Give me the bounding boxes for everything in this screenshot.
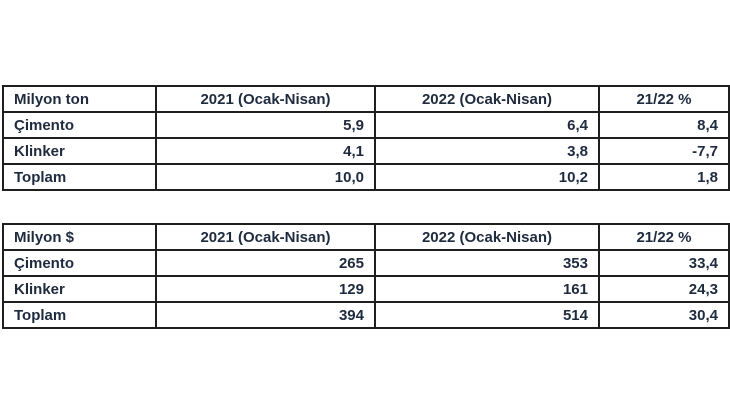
value-cell: 514 — [374, 301, 600, 329]
value-cell: 161 — [374, 275, 600, 303]
usd-unit-header: Milyon $ — [2, 223, 157, 251]
value-cell: 394 — [155, 301, 376, 329]
tons-unit-header: Milyon ton — [2, 85, 157, 113]
value-cell: 10,2 — [374, 163, 600, 191]
value-cell: 30,4 — [598, 301, 730, 329]
value-cell: 6,4 — [374, 111, 600, 139]
row-label: Klinker — [2, 137, 157, 165]
row-label: Çimento — [2, 111, 157, 139]
value-cell: 8,4 — [598, 111, 730, 139]
table-row: Toplam 10,0 10,2 1,8 — [2, 163, 730, 191]
usd-2021-header: 2021 (Ocak-Nisan) — [155, 223, 376, 251]
value-cell: 265 — [155, 249, 376, 277]
row-label: Toplam — [2, 163, 157, 191]
value-cell: 3,8 — [374, 137, 600, 165]
value-cell: 353 — [374, 249, 600, 277]
tons-header-row: Milyon ton 2021 (Ocak-Nisan) 2022 (Ocak-… — [2, 85, 730, 113]
table-row: Toplam 394 514 30,4 — [2, 301, 730, 329]
tons-change-header: 21/22 % — [598, 85, 730, 113]
table-row: Klinker 4,1 3,8 -7,7 — [2, 137, 730, 165]
value-cell: -7,7 — [598, 137, 730, 165]
table-row: Çimento 5,9 6,4 8,4 — [2, 111, 730, 139]
tons-2022-header: 2022 (Ocak-Nisan) — [374, 85, 600, 113]
value-cell: 10,0 — [155, 163, 376, 191]
table-row: Klinker 129 161 24,3 — [2, 275, 730, 303]
tons-2021-header: 2021 (Ocak-Nisan) — [155, 85, 376, 113]
row-label: Çimento — [2, 249, 157, 277]
value-cell: 1,8 — [598, 163, 730, 191]
row-label: Klinker — [2, 275, 157, 303]
value-cell: 24,3 — [598, 275, 730, 303]
value-cell: 5,9 — [155, 111, 376, 139]
usd-table: Milyon $ 2021 (Ocak-Nisan) 2022 (Ocak-Ni… — [2, 223, 730, 329]
usd-change-header: 21/22 % — [598, 223, 730, 251]
tons-table: Milyon ton 2021 (Ocak-Nisan) 2022 (Ocak-… — [2, 85, 730, 191]
row-label: Toplam — [2, 301, 157, 329]
table-row: Çimento 265 353 33,4 — [2, 249, 730, 277]
value-cell: 4,1 — [155, 137, 376, 165]
usd-2022-header: 2022 (Ocak-Nisan) — [374, 223, 600, 251]
value-cell: 33,4 — [598, 249, 730, 277]
usd-header-row: Milyon $ 2021 (Ocak-Nisan) 2022 (Ocak-Ni… — [2, 223, 730, 251]
value-cell: 129 — [155, 275, 376, 303]
